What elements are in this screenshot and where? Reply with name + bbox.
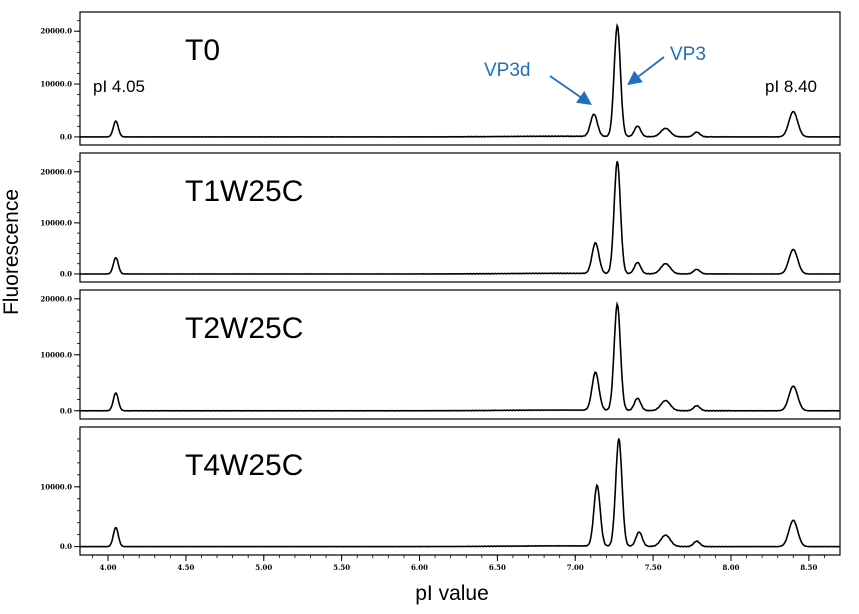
panel-title: T0 bbox=[185, 34, 220, 67]
y-tick-label: 10000.0 bbox=[40, 80, 72, 89]
x-tick-label: 8.00 bbox=[722, 563, 739, 572]
annotation-pi-right: pI 8.40 bbox=[765, 77, 817, 96]
series-line-t0 bbox=[79, 23, 841, 138]
panel-group: 0.0 10000.0 20000.0 T0 pI 4.05 pI 8.40 VP3d VP3… bbox=[40, 11, 841, 556]
annotation-pi-left: pI 4.05 bbox=[93, 77, 145, 96]
y-tick-label: 10000.0 bbox=[40, 482, 72, 491]
panel-title: T4W25C bbox=[185, 449, 303, 482]
x-tick-label: 6.50 bbox=[489, 563, 506, 572]
panel-frame bbox=[79, 426, 841, 556]
annotation-vp3-arrow bbox=[627, 56, 665, 86]
x-axis: 4.00 4.50 5.00 5.50 6.00 6.50 7.00 7.50 8.00 8.50 bbox=[92, 555, 825, 572]
series-line-t2w25c bbox=[79, 301, 840, 412]
annotation-vp3-label: VP3 bbox=[670, 44, 706, 65]
y-tick-label: 0.0 bbox=[60, 406, 72, 415]
panel-t4w25c: 0.0 10000.0 T4W25C bbox=[40, 426, 841, 556]
annotation-vp3d-arrow bbox=[549, 75, 592, 106]
x-axis-title: pI value bbox=[415, 582, 489, 605]
series-line-t4w25c bbox=[79, 438, 841, 548]
y-axis-title: Fluorescence bbox=[0, 189, 23, 315]
panel-title: T1W25C bbox=[185, 175, 303, 208]
annotation-vp3d-label: VP3d bbox=[484, 60, 530, 81]
x-tick-label: 5.50 bbox=[333, 563, 350, 572]
y-tick-label: 0.0 bbox=[60, 132, 72, 141]
y-tick-label: 20000.0 bbox=[40, 27, 72, 36]
panel-frame bbox=[79, 11, 841, 146]
panel-frame bbox=[79, 289, 841, 420]
y-tick-label: 20000.0 bbox=[40, 294, 72, 303]
panel-title: T2W25C bbox=[185, 312, 303, 345]
x-tick-label: 7.00 bbox=[567, 563, 584, 572]
series-line-t1w25c bbox=[80, 161, 841, 275]
y-tick-label: 0.0 bbox=[60, 542, 72, 551]
x-tick-label: 6.00 bbox=[411, 563, 428, 572]
x-tick-label: 8.50 bbox=[800, 563, 817, 572]
x-tick-label: 4.50 bbox=[177, 563, 194, 572]
panel-t0: 0.0 10000.0 20000.0 T0 pI 4.05 pI 8.40 VP3d VP3 bbox=[40, 11, 841, 146]
x-tick-label: 5.00 bbox=[255, 563, 272, 572]
panel-frame bbox=[79, 152, 841, 283]
panel-t1w25c: 0.0 10000.0 20000.0 T1W25C bbox=[40, 152, 841, 283]
x-tick-label: 4.00 bbox=[100, 563, 117, 572]
panel-t2w25c: 0.0 10000.0 20000.0 T2W25C bbox=[40, 289, 841, 420]
y-tick-label: 0.0 bbox=[60, 269, 72, 278]
x-tick-label: 7.50 bbox=[645, 563, 662, 572]
y-tick-label: 10000.0 bbox=[40, 350, 72, 359]
y-tick-label: 20000.0 bbox=[40, 167, 72, 176]
y-tick-label: 10000.0 bbox=[40, 218, 72, 227]
